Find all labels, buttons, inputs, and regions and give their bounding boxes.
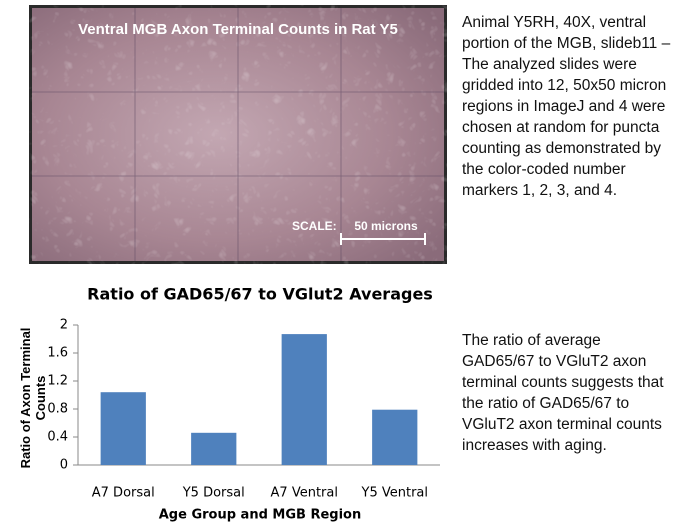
bar: [282, 334, 327, 465]
y-tick-label: 2: [60, 318, 68, 333]
scale-label: SCALE:: [292, 219, 337, 233]
x-tick-label: A7 Dorsal: [92, 486, 155, 501]
x-axis-title: Age Group and MGB Region: [159, 508, 361, 523]
bar: [191, 433, 236, 465]
chart: Ratio of GAD65/67 to VGlut2 Averages Age…: [0, 270, 455, 523]
image-title: Ventral MGB Axon Terminal Counts in Rat …: [78, 21, 398, 38]
scale-value: 50 microns: [354, 219, 418, 233]
x-tick-label: Y5 Dorsal: [182, 486, 245, 501]
x-tick-label: A7 Ventral: [271, 486, 338, 501]
y-tick-label: 1.2: [47, 374, 68, 389]
chart-title: Ratio of GAD65/67 to VGlut2 Averages: [87, 285, 433, 304]
micrograph: Ventral MGB Axon Terminal Counts in Rat …: [29, 5, 447, 264]
description: Animal Y5RH, 40X, ventral portion of the…: [462, 12, 680, 201]
x-tick-label: Y5 Ventral: [361, 486, 429, 501]
y-tick-label: 1.6: [47, 346, 68, 361]
bar: [101, 392, 146, 465]
y-tick-label: 0.8: [47, 402, 68, 417]
y-tick-label: 0.4: [47, 430, 68, 445]
conclusion: The ratio of average GAD65/67 to VGluT2 …: [462, 330, 667, 456]
y-tick-label: 0: [60, 458, 68, 473]
bar: [372, 410, 417, 465]
slide: Ventral MGB Axon Terminal Counts in Rat …: [0, 0, 683, 523]
